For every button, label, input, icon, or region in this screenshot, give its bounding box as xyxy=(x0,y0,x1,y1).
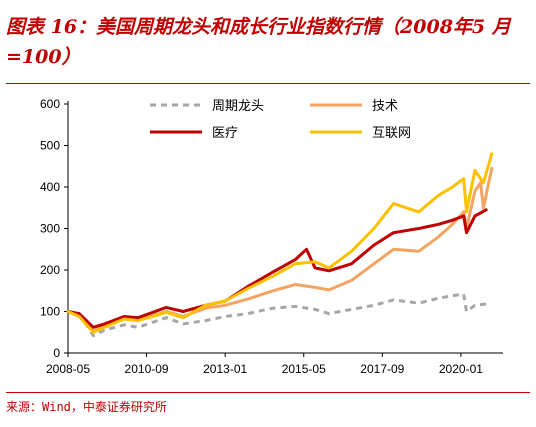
source-note: 来源：Wind，中泰证券研究所 xyxy=(6,400,167,414)
y-tick-label: 0 xyxy=(53,346,60,360)
series-line-internet xyxy=(66,152,494,334)
x-tick-label: 2017-09 xyxy=(360,362,404,376)
y-tick-label: 500 xyxy=(40,139,60,153)
x-tick-label: 2015-05 xyxy=(282,362,326,376)
legend-label: 医疗 xyxy=(212,126,238,141)
legend-label: 周期龙头 xyxy=(212,99,264,114)
y-tick-label: 400 xyxy=(40,180,60,194)
x-tick-label: 2013-01 xyxy=(203,362,247,376)
y-tick-label: 600 xyxy=(40,97,60,111)
series-line-medical xyxy=(66,208,488,329)
chart-series xyxy=(66,152,494,338)
x-tick-label: 2010-09 xyxy=(125,362,169,376)
series-line-cyclical xyxy=(67,292,487,338)
series-line-tech xyxy=(66,166,494,333)
source-rule xyxy=(6,392,530,393)
legend-label: 互联网 xyxy=(372,126,411,141)
figure-title: 图表 16：美国周期龙头和成长行业指数行情（2008年5 月=100） xyxy=(6,16,511,68)
y-tick-label: 100 xyxy=(40,305,60,319)
legend-label: 技术 xyxy=(372,99,398,114)
title-rule xyxy=(6,83,530,84)
y-tick-label: 300 xyxy=(40,222,60,236)
x-tick-label: 2008-05 xyxy=(46,362,90,376)
x-tick-label: 2020-01 xyxy=(439,362,483,376)
y-tick-label: 200 xyxy=(40,263,60,277)
chart-axes: 0 100 200 300 400 500 600 2008-05 2010-09 2013-01… xyxy=(40,97,503,376)
